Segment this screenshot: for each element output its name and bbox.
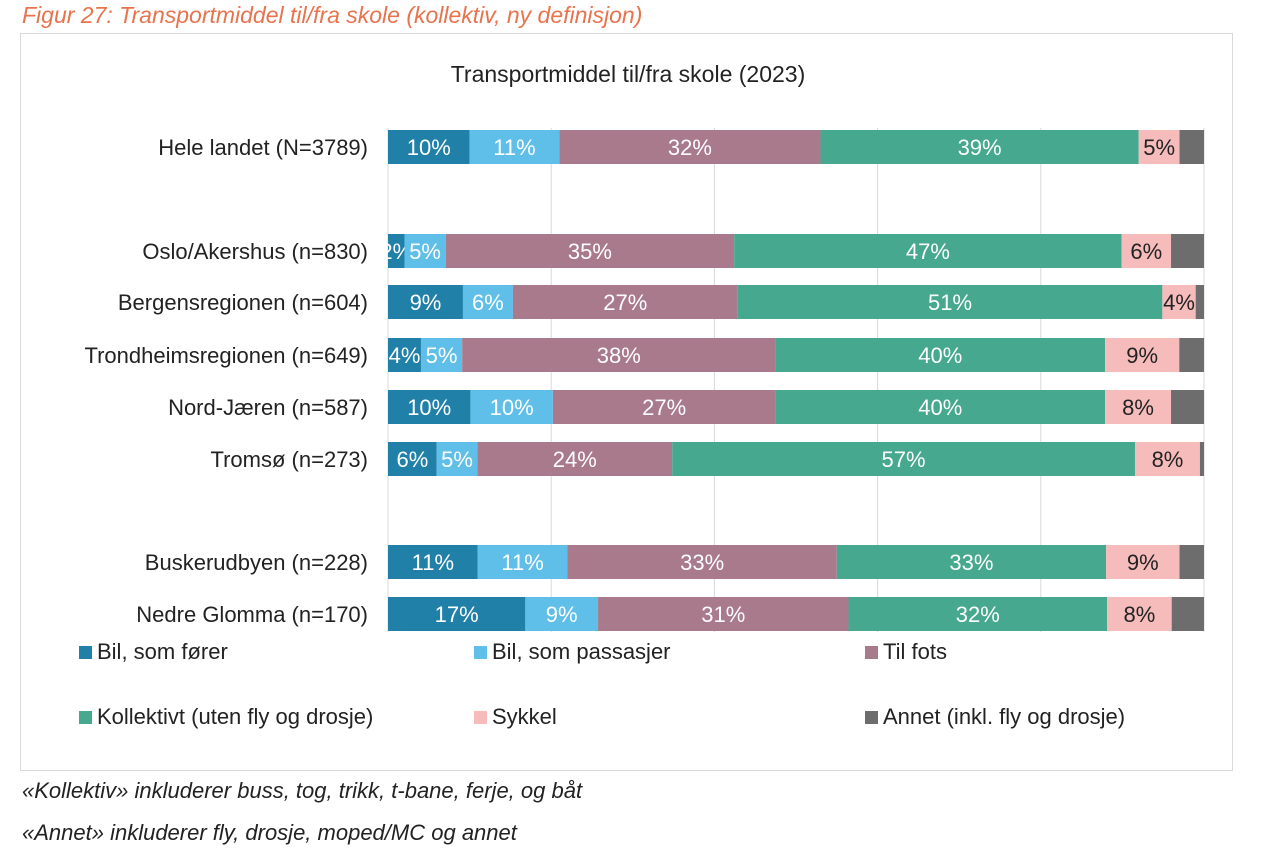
- data-label: 9%: [1127, 550, 1159, 575]
- category-labels: Hele landet (N=3789) Oslo/Akershus (n=830…: [84, 135, 368, 627]
- data-label: 40%: [918, 395, 962, 420]
- data-label: 5%: [1143, 135, 1175, 160]
- legend-label: Bil, som fører: [97, 639, 228, 664]
- bar-segment: [1200, 442, 1204, 476]
- legend-label: Annet (inkl. fly og drosje): [883, 704, 1125, 729]
- data-label: 39%: [958, 135, 1002, 160]
- legend-swatch: [474, 711, 487, 724]
- bar-segment: [1196, 285, 1204, 319]
- category-label: Trondheimsregionen (n=649): [84, 343, 368, 368]
- legend-swatch: [865, 711, 878, 724]
- data-label: 8%: [1122, 395, 1154, 420]
- data-label: 5%: [441, 447, 473, 472]
- data-label: 17%: [435, 602, 479, 627]
- bar-segment: [1172, 597, 1204, 631]
- data-label: 4%: [1163, 290, 1195, 315]
- legend-label: Til fots: [883, 639, 947, 664]
- category-label: Tromsø (n=273): [210, 447, 368, 472]
- category-label: Oslo/Akershus (n=830): [142, 239, 368, 264]
- data-label: 5%: [426, 343, 458, 368]
- data-label: 8%: [1123, 602, 1155, 627]
- data-label: 38%: [597, 343, 641, 368]
- category-label: Buskerudbyen (n=228): [145, 550, 368, 575]
- data-label: 51%: [928, 290, 972, 315]
- category-label: Nedre Glomma (n=170): [136, 602, 368, 627]
- legend-label: Kollektivt (uten fly og drosje): [97, 704, 373, 729]
- data-label: 27%: [603, 290, 647, 315]
- note-kollektiv: «Kollektiv» inkluderer buss, tog, trikk,…: [22, 778, 582, 804]
- data-label: 33%: [680, 550, 724, 575]
- data-label: 35%: [568, 239, 612, 264]
- data-label: 10%: [407, 135, 451, 160]
- bar-segment: [1171, 390, 1204, 424]
- data-label: 6%: [396, 447, 428, 472]
- data-label: 32%: [668, 135, 712, 160]
- data-label: 11%: [501, 550, 543, 575]
- stacked-bar-chart: Transportmiddel til/fra skole (2023) 10%…: [21, 34, 1234, 772]
- bar-segment: [1180, 130, 1204, 164]
- data-label: 9%: [546, 602, 578, 627]
- category-label: Nord-Jæren (n=587): [168, 395, 368, 420]
- bars: 10% 11% 32% 39% 5%2%5% 35% 47% 6%9% 6% 27% 51% 4%4%…: [380, 130, 1204, 631]
- data-label: 6%: [1130, 239, 1162, 264]
- data-label: 33%: [949, 550, 993, 575]
- category-label: Hele landet (N=3789): [158, 135, 368, 160]
- legend-swatch: [865, 646, 878, 659]
- data-label: 24%: [553, 447, 597, 472]
- data-label: 4%: [389, 343, 421, 368]
- data-label: 32%: [956, 602, 1000, 627]
- data-label: 10%: [407, 395, 451, 420]
- data-label: 5%: [409, 239, 441, 264]
- note-annet: «Annet» inkluderer fly, drosje, moped/MC…: [22, 820, 517, 846]
- data-label: 9%: [1126, 343, 1158, 368]
- data-label: 40%: [918, 343, 962, 368]
- bar-segment: [1171, 234, 1204, 268]
- chart-frame: Transportmiddel til/fra skole (2023) 10%…: [20, 33, 1233, 771]
- figure-caption: Figur 27: Transportmiddel til/fra skole …: [22, 2, 642, 29]
- data-label: 10%: [490, 395, 534, 420]
- data-label: 9%: [410, 290, 442, 315]
- data-label: 11%: [493, 135, 535, 160]
- legend-label: Sykkel: [492, 704, 557, 729]
- data-label: 8%: [1152, 447, 1184, 472]
- bar-segment: [1180, 545, 1204, 579]
- bar-segment: [1179, 338, 1204, 372]
- data-label: 27%: [642, 395, 686, 420]
- legend-label: Bil, som passasjer: [492, 639, 671, 664]
- data-label: 47%: [906, 239, 950, 264]
- category-label: Bergensregionen (n=604): [118, 290, 368, 315]
- data-label: 31%: [701, 602, 745, 627]
- legend-swatch: [474, 646, 487, 659]
- legend-swatch: [79, 646, 92, 659]
- data-label: 57%: [882, 447, 926, 472]
- chart-title: Transportmiddel til/fra skole (2023): [451, 61, 806, 87]
- data-label: 6%: [472, 290, 504, 315]
- legend: Bil, som fører Bil, som passasjer Til fots…: [79, 639, 1125, 729]
- data-label: 11%: [412, 550, 454, 575]
- legend-swatch: [79, 711, 92, 724]
